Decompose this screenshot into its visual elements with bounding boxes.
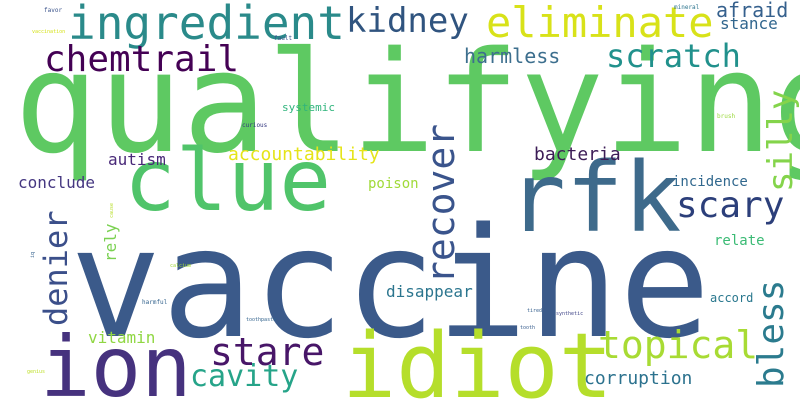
word-cavity: cavity (190, 359, 299, 394)
word-scratch: scratch (606, 37, 741, 75)
word-fault: fault (274, 35, 293, 42)
word-systemic: systemic (282, 101, 335, 114)
word-accountability: accountability (228, 144, 380, 165)
word-mineral: mineral (674, 4, 700, 11)
word-ion: ion (40, 318, 192, 400)
word-silly: silly (761, 89, 800, 192)
word-stare: stare (210, 330, 325, 374)
word-calcium: calcium (170, 263, 192, 269)
word-autism: autism (108, 150, 166, 169)
word-poison: poison (368, 176, 419, 192)
word-scary: scary (676, 185, 785, 226)
word-idiot: idiot (342, 314, 613, 400)
word-recover: recover (419, 123, 463, 284)
word-favor: favor (44, 7, 63, 14)
word-chemtrail: chemtrail (44, 39, 240, 80)
word-toothpaste: toothpaste (246, 317, 277, 323)
word-ingredient: ingredient (68, 0, 345, 50)
word-vitamin: vitamin (88, 328, 156, 347)
word-denier: denier (37, 210, 75, 326)
word-afraid: afraid (716, 0, 789, 22)
word-curious: curious (242, 122, 268, 129)
word-tooth: tooth (520, 325, 536, 331)
word-stance: stance (720, 14, 778, 33)
word-disappear: disappear (386, 282, 473, 301)
word-genius: genius (27, 369, 46, 375)
word-topical: topical (598, 323, 759, 367)
word-bless: bless (751, 279, 792, 388)
word-accord: accord (710, 291, 754, 305)
word-synthetic: synthetic (556, 311, 584, 317)
word-cause: cause (109, 202, 115, 218)
word-vaccination: vaccination (32, 29, 66, 35)
word-clue: clue (124, 131, 332, 231)
word-harmless: harmless (464, 44, 561, 68)
word-kidney: kidney (346, 1, 469, 41)
word-relate: relate (714, 233, 765, 249)
word-incidence: incidence (672, 174, 748, 190)
word-eliminate: eliminate (486, 0, 714, 47)
word-rfk: rfk (508, 142, 682, 254)
word-tired: tired (527, 308, 543, 314)
word-harmful: harmful (142, 299, 168, 306)
word-rely: rely (101, 223, 120, 262)
word-bacteria: bacteria (534, 144, 621, 165)
word-conclude: conclude (18, 173, 96, 192)
word-vaccine: vaccine (70, 195, 711, 372)
word-qualifying: qualifying (14, 22, 800, 185)
word-corruption: corruption (584, 368, 693, 389)
word-iq: iq (30, 251, 36, 258)
word-brush: brush (717, 113, 736, 120)
